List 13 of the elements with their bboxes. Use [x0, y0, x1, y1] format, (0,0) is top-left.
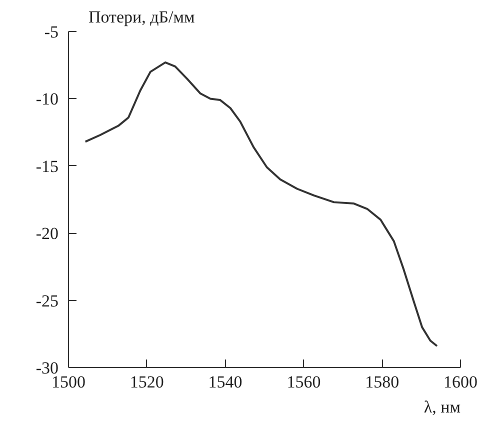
x-tick-label: 1560	[286, 372, 321, 392]
y-tick-label: -20	[36, 224, 59, 244]
line-series	[84, 61, 438, 347]
x-tick-label: 1520	[130, 372, 164, 392]
y-tick-label: -5	[44, 22, 59, 42]
y-axis-title: Потери, дБ/мм	[88, 8, 196, 26]
x-tick-label: 1540	[208, 372, 242, 392]
x-tick-label: 1580	[365, 372, 400, 392]
x-tick-label: 1600	[444, 372, 478, 392]
y-tick-label: -10	[36, 90, 59, 109]
x-axis-title: λ, нм	[424, 398, 461, 416]
y-tick-label: -15	[36, 156, 59, 176]
y-tick-label: -25	[36, 291, 59, 310]
